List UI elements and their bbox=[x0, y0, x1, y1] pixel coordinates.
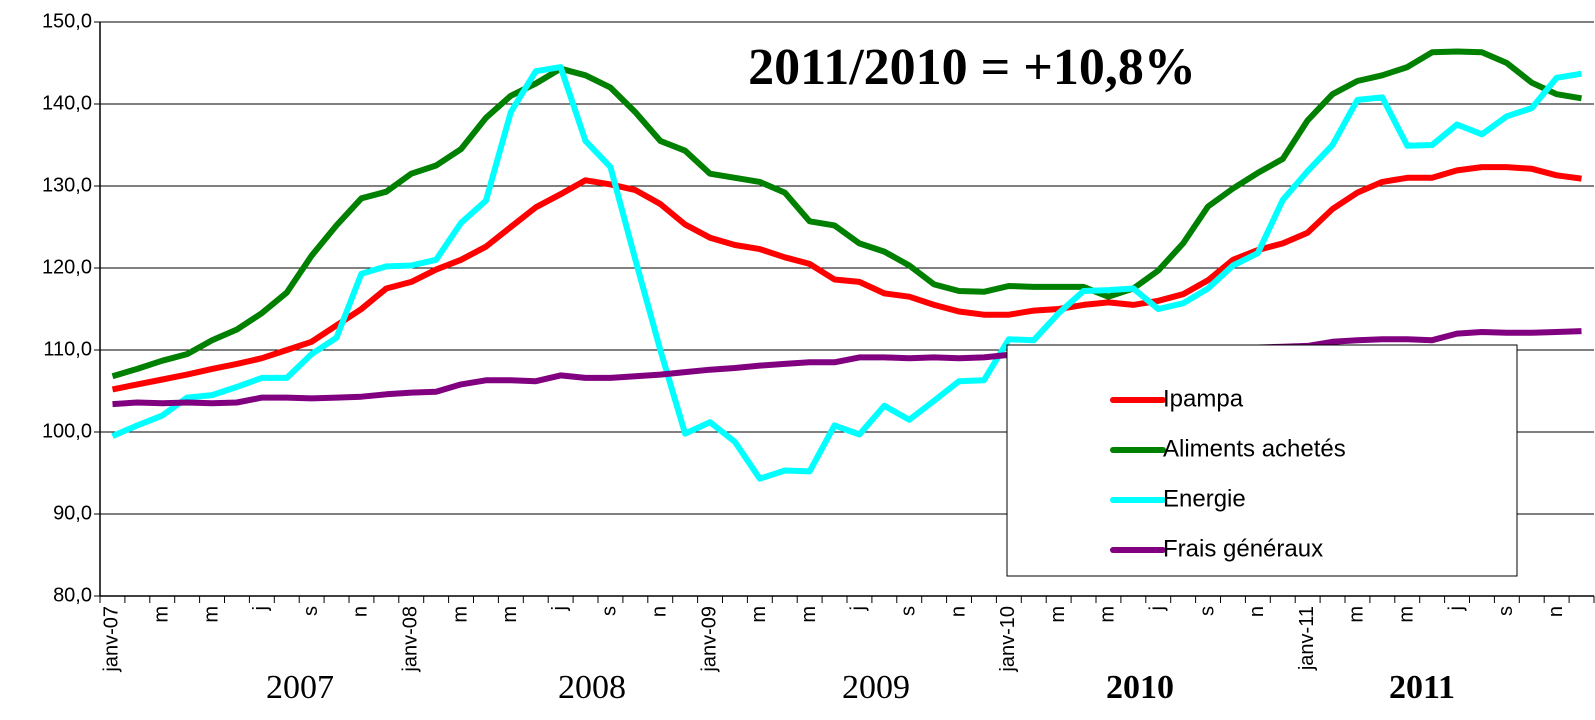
y-tick-label: 150,0 bbox=[42, 10, 92, 32]
series-line bbox=[111, 48, 1582, 380]
x-tick-label: janv-08 bbox=[400, 606, 422, 673]
series-line bbox=[112, 328, 1582, 408]
x-tick-label: m bbox=[449, 606, 471, 623]
x-tick-label: s bbox=[599, 606, 621, 616]
x-tick-label: janv-10 bbox=[997, 606, 1019, 673]
series-line bbox=[111, 64, 1582, 482]
x-tick-label: m bbox=[499, 606, 521, 623]
x-tick-label: m bbox=[748, 606, 770, 623]
year-label: 2008 bbox=[558, 669, 626, 706]
y-tick-label: 130,0 bbox=[42, 174, 92, 196]
year-label: 2011 bbox=[1389, 669, 1455, 706]
x-tick-label: s bbox=[898, 606, 920, 616]
y-tick-label: 140,0 bbox=[42, 92, 92, 114]
x-tick-label: janv-11 bbox=[1296, 606, 1318, 671]
x-tick-label: j bbox=[250, 606, 272, 611]
x-tick-label: m bbox=[798, 606, 820, 623]
year-label: 2009 bbox=[842, 669, 910, 706]
x-tick-label: m bbox=[200, 606, 222, 623]
x-tick-label: m bbox=[1346, 606, 1368, 623]
legend-label: Frais généraux bbox=[1163, 535, 1323, 562]
legend-label: Energie bbox=[1163, 485, 1246, 512]
x-tick-label: m bbox=[151, 606, 173, 623]
x-tick-label: n bbox=[1246, 606, 1268, 617]
x-tick-label: s bbox=[1196, 606, 1218, 616]
x-tick-label: n bbox=[947, 606, 969, 617]
y-tick-label: 90,0 bbox=[53, 502, 92, 524]
series-line bbox=[111, 164, 1582, 393]
x-tick-label: s bbox=[1495, 606, 1517, 616]
y-tick-label: 80,0 bbox=[53, 584, 92, 606]
x-tick-label: m bbox=[1097, 606, 1119, 623]
x-tick-label: janv-09 bbox=[698, 606, 720, 673]
legend-label: Ipampa bbox=[1163, 385, 1244, 412]
x-tick-label: m bbox=[1047, 606, 1069, 623]
year-label: 2010 bbox=[1106, 669, 1174, 706]
x-tick-label: janv-07 bbox=[101, 606, 123, 673]
x-tick-label: j bbox=[1445, 606, 1467, 611]
annotation: 2011/2010 = +10,8% bbox=[748, 39, 1196, 96]
x-tick-label: n bbox=[350, 606, 372, 617]
year-label: 2007 bbox=[266, 669, 334, 706]
x-tick-label: m bbox=[1396, 606, 1418, 623]
x-tick-label: j bbox=[848, 606, 870, 611]
x-tick-label: s bbox=[300, 606, 322, 616]
legend-box bbox=[1006, 344, 1518, 577]
legend-label: Aliments achetés bbox=[1163, 435, 1346, 462]
y-tick-label: 110,0 bbox=[43, 338, 92, 360]
x-tick-label: n bbox=[1545, 606, 1567, 617]
x-tick-label: j bbox=[1147, 606, 1169, 611]
x-tick-label: j bbox=[549, 606, 571, 611]
y-tick-label: 120,0 bbox=[42, 256, 92, 278]
y-tick-label: 100,0 bbox=[42, 420, 92, 442]
x-tick-label: n bbox=[649, 606, 671, 617]
